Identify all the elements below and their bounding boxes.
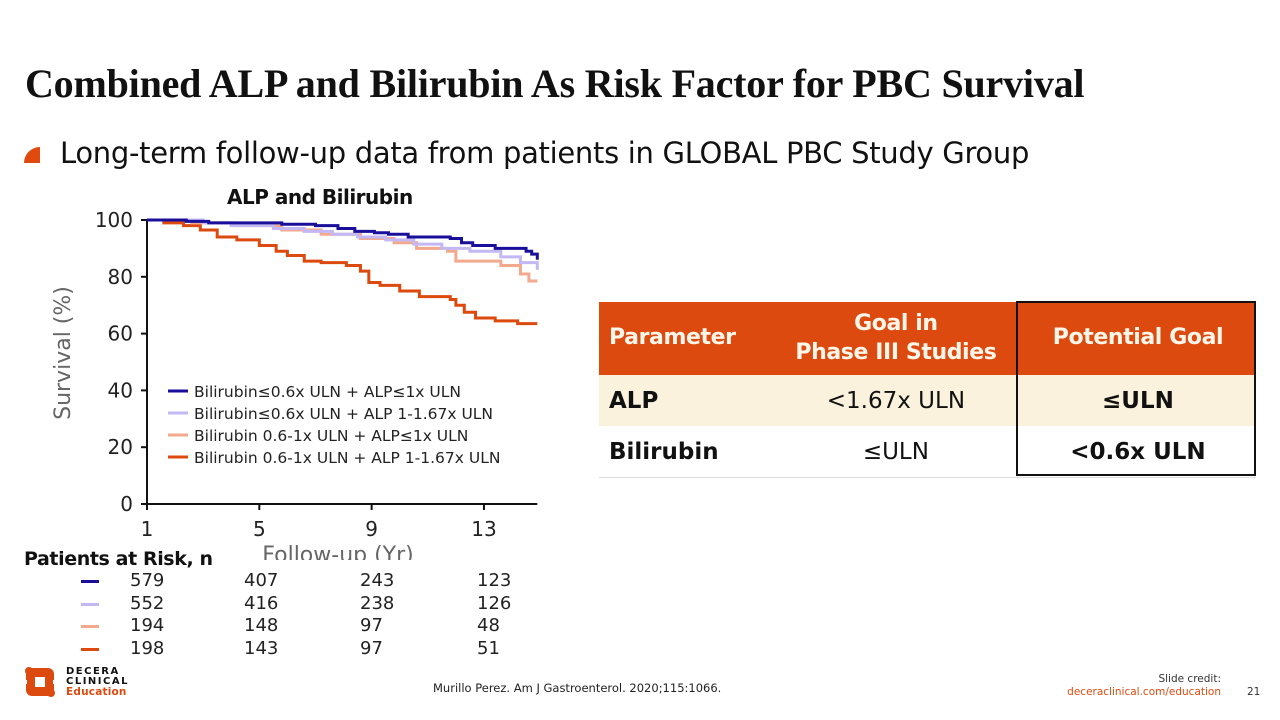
decera-logo-icon	[24, 667, 56, 697]
at-risk-value: 407	[244, 570, 279, 591]
at-risk-value: 148	[244, 615, 279, 636]
chart-curves	[147, 218, 539, 326]
at-risk-value: 123	[477, 570, 512, 591]
y-tick-label: 100	[95, 208, 133, 232]
legend-label: Bilirubin 0.6-1x ULN + ALP≤1x ULN	[194, 427, 468, 445]
logo-line-1: DECERA	[66, 666, 120, 677]
at-risk-value: 198	[130, 637, 165, 659]
bullet-icon	[24, 147, 40, 163]
at-risk-row: 579 407 243 123	[0, 570, 560, 592]
header-parameter: Parameter	[599, 302, 772, 375]
header-potential-goal: Potential Goal	[1019, 302, 1256, 375]
legend-label: Bilirubin≤0.6x ULN + ALP 1-1.67x ULN	[194, 405, 493, 423]
goals-table: Parameter Goal in Phase III Studies Poten…	[599, 302, 1256, 478]
at-risk-value: 194	[130, 615, 165, 636]
at-risk-swatch	[81, 625, 99, 628]
bullet-text: Long-term follow-up data from patients i…	[60, 136, 1030, 170]
x-axis-label: Follow-up (Yr)	[262, 543, 414, 560]
goals-table-header: Parameter Goal in Phase III Studies Poten…	[599, 302, 1256, 375]
chart-legend: Bilirubin≤0.6x ULN + ALP≤1x ULN Bilirubin…	[168, 383, 500, 467]
at-risk-value: 416	[244, 592, 279, 614]
at-risk-swatch	[81, 580, 99, 583]
citation: Murillo Perez. Am J Gastroenterol. 2020;…	[433, 681, 722, 695]
km-chart: 0 20 40 60 80 100 1 5 9 13 Follow-up (Yr) Survival …	[51, 208, 539, 560]
x-tick-label: 5	[253, 517, 266, 541]
at-risk-value: 48	[477, 615, 500, 636]
chart-axes: 0 20 40 60 80 100 1 5 9 13 Follow-up (Yr) Survival …	[51, 208, 538, 560]
slide-credit-link[interactable]: deceraclinical.com/education	[1067, 686, 1221, 698]
at-risk-swatch	[81, 647, 99, 651]
header-phase3-goal: Goal in Phase III Studies	[771, 302, 1020, 375]
survival-curve-4	[147, 218, 538, 326]
table-row: Bilirubin ≤ULN <0.6x ULN	[599, 426, 1256, 478]
logo-line-2: CLINICAL	[66, 676, 129, 687]
at-risk-value: 238	[360, 592, 395, 614]
y-axis-label: Survival (%)	[51, 286, 76, 420]
at-risk-value: 552	[130, 592, 165, 614]
x-tick-label: 13	[471, 517, 496, 541]
at-risk-title: Patients at Risk, n	[24, 548, 213, 570]
y-tick-label: 80	[108, 265, 133, 289]
chart-title: ALP and Bilirubin	[227, 185, 413, 209]
legend-label: Bilirubin≤0.6x ULN + ALP≤1x ULN	[194, 383, 461, 401]
cell-parameter: ALP	[599, 375, 772, 426]
logo-line-3: Education	[66, 686, 127, 698]
at-risk-row: 194 148 97 48	[0, 615, 560, 637]
at-risk-value: 51	[477, 637, 500, 659]
header-phase3-goal-line: Goal in	[854, 310, 938, 336]
slide-credit: Slide credit: deceraclinical.com/educati…	[1067, 673, 1221, 699]
cell-potential-goal: ≤ULN	[1019, 375, 1256, 426]
x-tick-label: 9	[365, 517, 378, 541]
cell-phase3-goal: ≤ULN	[771, 426, 1020, 478]
at-risk-row: 198 143 97 51	[0, 638, 560, 660]
y-tick-label: 40	[108, 378, 133, 402]
decera-logo: DECERA CLINICAL Education	[24, 666, 129, 698]
legend-label: Bilirubin 0.6-1x ULN + ALP 1-1.67x ULN	[194, 449, 500, 467]
survival-curve-1	[147, 218, 539, 260]
page-number: 21	[1247, 686, 1261, 698]
cell-parameter: Bilirubin	[599, 426, 772, 478]
y-tick-label: 60	[108, 322, 133, 346]
at-risk-value: 97	[360, 615, 383, 636]
slide-credit-label: Slide credit:	[1158, 673, 1221, 685]
cell-potential-goal: <0.6x ULN	[1019, 426, 1256, 478]
at-risk-value: 126	[477, 592, 512, 614]
survival-curve-2	[147, 218, 539, 270]
y-tick-label: 0	[120, 492, 133, 516]
logo-text: DECERA CLINICAL Education	[66, 666, 129, 698]
bullet-point: Long-term follow-up data from patients i…	[24, 136, 1029, 170]
at-risk-value: 579	[130, 570, 165, 591]
at-risk-value: 143	[244, 637, 279, 659]
at-risk-value: 243	[360, 570, 395, 591]
y-tick-label: 20	[108, 435, 133, 459]
at-risk-row: 552 416 238 126	[0, 593, 560, 615]
at-risk-value: 97	[360, 637, 383, 659]
x-tick-label: 1	[141, 517, 154, 541]
slide-title: Combined ALP and Bilirubin As Risk Facto…	[25, 61, 1085, 106]
at-risk-swatch	[81, 602, 99, 606]
header-phase3-goal-line: Phase III Studies	[795, 339, 997, 365]
table-row: ALP <1.67x ULN ≤ULN	[599, 375, 1256, 426]
cell-phase3-goal: <1.67x ULN	[771, 375, 1020, 426]
